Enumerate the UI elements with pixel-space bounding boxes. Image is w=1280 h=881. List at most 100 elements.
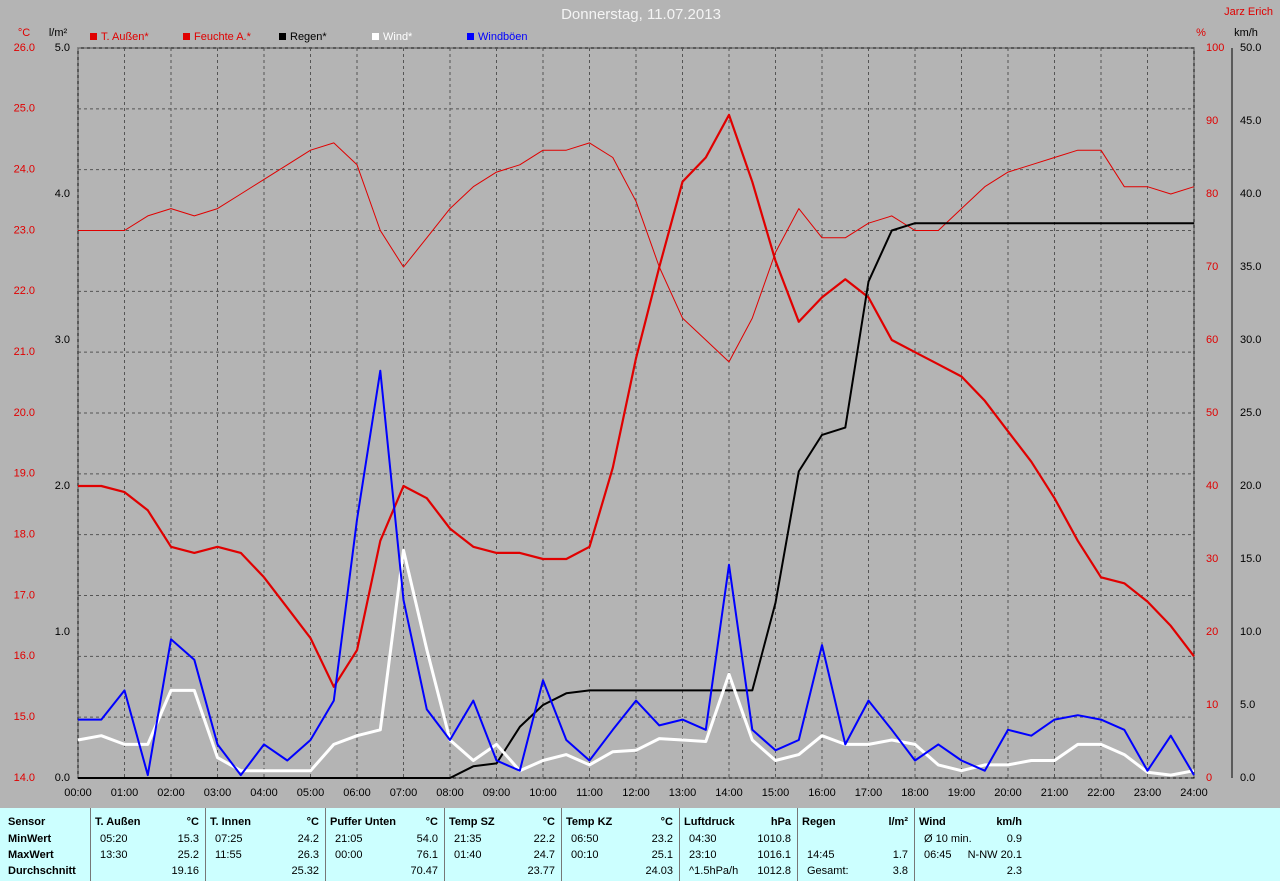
y-tick-label: 40.0 [1240, 188, 1261, 200]
column-separator [679, 808, 680, 881]
y-tick-label: 19.0 [14, 468, 35, 480]
y-tick-label: 60 [1206, 334, 1218, 346]
legend-swatch [183, 33, 190, 40]
stats-table: Sensor MinWert MaxWert Durchschnitt T. Außen… [0, 808, 1280, 881]
table-cell: 22.2 [533, 833, 555, 845]
y-tick-label: 20.0 [1240, 480, 1261, 492]
series-line [78, 222, 1194, 779]
y-tick-label: 90 [1206, 115, 1218, 127]
y-tick-label: 3.0 [55, 334, 70, 346]
table-cell: 1016.1 [757, 849, 791, 861]
table-cell: 07:25 [215, 833, 243, 845]
table-cell: °C [186, 816, 199, 828]
column-separator [90, 808, 91, 881]
table-cell: 0.9 [1006, 833, 1022, 845]
x-tick-label: 14:00 [715, 787, 743, 799]
table-cell: 3.8 [892, 865, 908, 877]
y-tick-label: 10.0 [1240, 626, 1261, 638]
table-cell: T. Innen [210, 816, 251, 828]
y-tick-label: 100 [1206, 42, 1224, 54]
table-cell: l/m² [888, 816, 908, 828]
table-cell: 24.03 [645, 865, 673, 877]
table-cell: 1012.8 [757, 865, 791, 877]
legend-label: Feuchte A.* [194, 31, 252, 43]
table-cell: 14:45 [807, 849, 835, 861]
axis-unit: °C [18, 27, 30, 39]
table-cell: 13:30 [100, 849, 128, 861]
y-tick-label: 40 [1206, 480, 1218, 492]
table-cell: 06:45 [924, 849, 952, 861]
y-tick-label: 0.0 [1240, 772, 1255, 784]
table-cell: 23.2 [651, 833, 673, 845]
y-tick-label: 4.0 [55, 188, 70, 200]
table-cell: km/h [996, 816, 1022, 828]
column-separator [205, 808, 206, 881]
x-tick-label: 12:00 [622, 787, 650, 799]
table-cell: 21:05 [335, 833, 363, 845]
y-tick-label: 15.0 [14, 711, 35, 723]
table-cell: 00:00 [335, 849, 363, 861]
table-cell: 1.7 [892, 849, 908, 861]
y-tick-label: 20.0 [14, 407, 35, 419]
table-cell: 15.3 [177, 833, 199, 845]
table-cell: 11:55 [215, 849, 242, 861]
y-tick-label: 22.0 [14, 285, 35, 297]
y-tick-label: 24.0 [14, 164, 35, 176]
x-tick-label: 23:00 [1134, 787, 1162, 799]
y-tick-label: 35.0 [1240, 261, 1261, 273]
y-tick-label: 5.0 [55, 42, 70, 54]
x-tick-label: 10:00 [529, 787, 557, 799]
x-tick-label: 22:00 [1087, 787, 1115, 799]
x-tick-label: 15:00 [762, 787, 790, 799]
axis-unit: l/m² [49, 27, 68, 39]
y-tick-label: 50.0 [1240, 42, 1261, 54]
table-cell: °C [425, 816, 438, 828]
series-line [78, 142, 1195, 363]
table-cell: Durchschnitt [8, 865, 76, 877]
x-tick-label: 01:00 [111, 787, 139, 799]
y-tick-label: 15.0 [1240, 553, 1261, 565]
table-cell: Gesamt: [807, 865, 849, 877]
y-tick-label: 17.0 [14, 589, 35, 601]
x-tick-label: 05:00 [297, 787, 325, 799]
axis-unit: % [1196, 27, 1206, 39]
legend-label: Wind* [383, 31, 413, 43]
table-cell: 05:20 [100, 833, 128, 845]
legend-label: Windböen [478, 31, 528, 43]
table-cell: 19.16 [171, 865, 199, 877]
table-cell: 23.77 [527, 865, 555, 877]
series-line [78, 113, 1195, 688]
x-tick-label: 21:00 [1041, 787, 1069, 799]
y-tick-label: 18.0 [14, 529, 35, 541]
table-cell: 54.0 [416, 833, 438, 845]
chart: Donnerstag, 11.07.2013 Jarz Erich °C 26.0… [13, 5, 1273, 799]
y-tick-label: 80 [1206, 188, 1218, 200]
table-cell: °C [306, 816, 319, 828]
table-cell: 21:35 [454, 833, 482, 845]
table-cell: 1010.8 [757, 833, 791, 845]
table-cell: Ø 10 min. [924, 833, 972, 845]
series-line [78, 369, 1195, 777]
table-cell: Luftdruck [684, 816, 735, 828]
y-tick-label: 23.0 [14, 224, 35, 236]
y-tick-label: 25.0 [1240, 407, 1261, 419]
table-cell: 04:30 [689, 833, 717, 845]
x-tick-label: 19:00 [948, 787, 976, 799]
x-tick-label: 06:00 [343, 787, 371, 799]
column-separator [797, 808, 798, 881]
table-cell: °C [542, 816, 555, 828]
table-cell: 25.1 [651, 849, 673, 861]
table-cell: 26.3 [297, 849, 319, 861]
x-tick-label: 00:00 [64, 787, 92, 799]
y-tick-label: 14.0 [14, 772, 35, 784]
x-tick-label: 20:00 [994, 787, 1022, 799]
y-tick-label: 10 [1206, 699, 1218, 711]
legend-label: T. Außen* [101, 31, 149, 43]
y-tick-label: 5.0 [1240, 699, 1255, 711]
legend-swatch [279, 33, 286, 40]
x-tick-label: 16:00 [808, 787, 836, 799]
table-cell: 25.2 [177, 849, 199, 861]
table-cell: MaxWert [8, 849, 54, 861]
table-cell: 2.3 [1006, 865, 1022, 877]
table-cell: Temp SZ [449, 816, 495, 828]
